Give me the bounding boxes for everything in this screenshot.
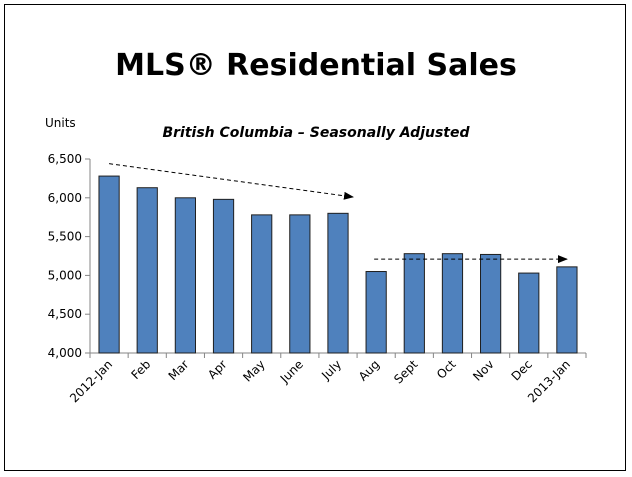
chart-frame: MLS® Residential Sales British Columbia … [4,4,626,471]
y-tick-label: 6,000 [48,191,82,205]
y-tick-label: 4,500 [48,307,82,321]
x-tick-label: 2012-Jan [67,357,115,405]
x-tick-label: Aug [356,357,382,383]
bar-dec [518,272,540,354]
trend-arrow [109,163,354,200]
x-tick-label: Sept [391,357,420,386]
bar-nov [480,253,502,354]
bar-oct [441,253,464,354]
chart-subtitle: British Columbia – Seasonally Adjusted [162,125,470,141]
bar-apr [212,198,235,354]
x-tick-label: June [277,357,306,386]
x-tick-label: Feb [128,357,153,382]
plot-area: 4,000 4,500 5,000 5,500 6,000 6,500 2012-Jan Fe… [48,152,587,405]
x-tick-label: July [318,357,344,383]
x-tick-label: May [240,357,267,384]
bar-july [327,212,349,354]
bar-sept [403,253,425,354]
bar-june [289,214,311,354]
y-tick-label: 6,500 [48,152,82,166]
chart-title: MLS® Residential Sales [115,48,517,83]
y-tick-label: 5,000 [48,268,82,282]
x-tick-label: Nov [470,357,496,383]
x-tick-label: Mar [166,357,192,383]
bar-2012-jan [98,175,120,354]
x-tick-label: Oct [434,357,459,382]
x-tick-label: Apr [205,357,230,382]
bar-2013-jan [556,266,578,354]
y-axis-label: Units [45,116,76,130]
bar-aug [365,271,387,354]
bar-may [251,214,273,354]
y-tick-label: 5,500 [48,230,82,244]
bar-chart: MLS® Residential Sales British Columbia … [45,48,587,405]
x-tick-label: Dec [509,357,535,383]
bar-feb [136,187,158,354]
y-tick-label: 4,000 [48,346,82,360]
bar-mar [174,197,196,354]
